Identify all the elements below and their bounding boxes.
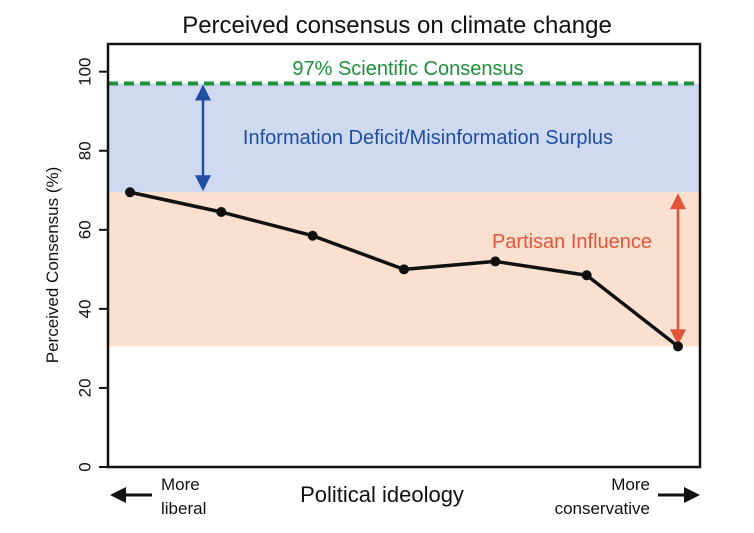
y-tick-label-100: 100	[75, 57, 94, 85]
y-tick-label-40: 40	[75, 299, 94, 318]
data-point-3	[307, 230, 318, 241]
arrows-layer	[195, 84, 686, 346]
more-liberal-label-line2: liberal	[161, 499, 206, 518]
band-information-deficit	[108, 83, 700, 193]
partisan-influence-label: Partisan Influence	[492, 231, 652, 253]
series-layer	[125, 187, 683, 352]
plot-frame	[106, 42, 702, 469]
axes-layer: 0 20 40 60 80 100	[75, 42, 702, 472]
data-point-5	[490, 256, 501, 267]
y-tick-label-20: 20	[75, 378, 94, 397]
partisan-influence-arrow-head-bottom	[670, 329, 686, 346]
y-tick-label-80: 80	[75, 141, 94, 160]
more-conservative-label-line2: conservative	[555, 499, 650, 518]
information-deficit-arrow-head-bottom	[195, 175, 211, 192]
data-point-2	[216, 207, 227, 218]
right-direction-arrow	[658, 487, 700, 503]
more-liberal-label-line1: More	[161, 475, 200, 494]
more-conservative-label-line1: More	[611, 475, 650, 494]
partisan-influence-arrow	[670, 193, 686, 346]
data-point-1	[125, 187, 135, 198]
information-deficit-label: Information Deficit/Misinformation Surpl…	[243, 127, 613, 149]
partisan-influence-arrow-head-top	[670, 193, 686, 210]
reference-line-label: 97% Scientific Consensus	[292, 58, 523, 80]
bands-layer	[108, 83, 700, 347]
information-deficit-arrow-head-top	[195, 84, 211, 101]
information-deficit-arrow	[195, 84, 211, 192]
data-point-6	[581, 270, 592, 281]
chart-title: Perceived consensus on climate change	[182, 12, 612, 39]
left-direction-arrow	[110, 487, 152, 503]
y-tick-label-0: 0	[75, 462, 94, 471]
y-tick-label-60: 60	[75, 220, 94, 239]
data-point-4	[399, 264, 409, 275]
y-axis-label: Perceived Consensus (%)	[43, 167, 62, 364]
data-point-7	[673, 341, 683, 352]
x-axis-label: Political ideology	[300, 482, 464, 507]
